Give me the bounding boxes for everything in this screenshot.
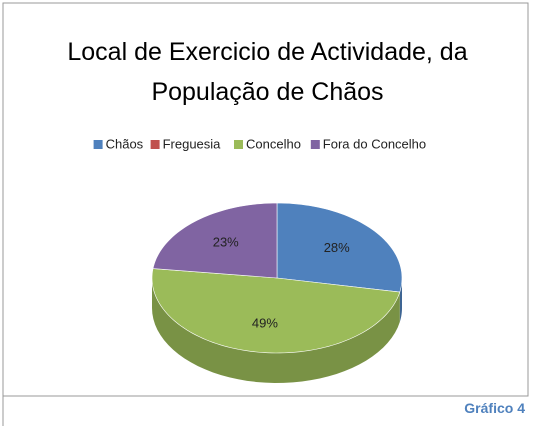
legend-swatch [150,140,160,149]
slice [152,202,278,279]
legend-label: Fora do Concelho [323,136,426,151]
data-label: 28% [324,240,350,255]
legend-swatch [310,140,320,149]
caption: Gráfico 4 [464,400,525,416]
slice [276,202,403,293]
legend-label: Freguesia [163,136,222,151]
legend-label: Concelho [246,136,301,151]
data-label: 49% [252,315,278,330]
data-label: 23% [213,235,239,250]
slice-side [152,278,400,383]
slice [151,268,401,354]
chart-frame [2,2,529,397]
legend-swatch [93,140,103,149]
chart-title: Local de Exercicio de Actividade, da Pop… [67,38,468,106]
slice-side [399,278,402,323]
legend-swatch [234,140,243,149]
legend-label: Chãos [106,136,144,151]
